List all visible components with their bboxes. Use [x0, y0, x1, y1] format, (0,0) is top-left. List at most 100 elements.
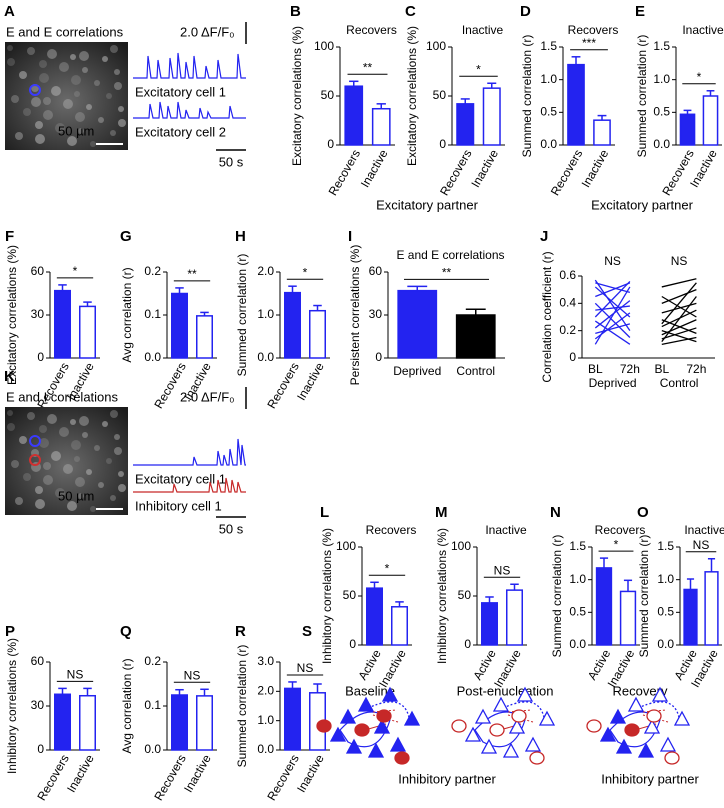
trace-label: Excitatory cell 1 — [135, 471, 226, 486]
excitatory-neuron — [627, 696, 645, 712]
x-tick-label: Recovers — [437, 147, 474, 198]
y-tick-label: 0.0 — [257, 350, 274, 364]
bar — [481, 602, 498, 646]
cell-body — [39, 60, 47, 68]
excitatory-neuron — [464, 726, 482, 742]
excitatory-neuron — [345, 738, 363, 754]
cell-body — [7, 410, 13, 416]
bar — [567, 63, 585, 146]
cell-body — [39, 438, 49, 448]
cell-body — [102, 56, 108, 62]
cell-body — [74, 456, 80, 462]
y-tick-label: 100 — [426, 39, 446, 53]
bar — [284, 687, 301, 751]
significance-label: * — [303, 265, 308, 279]
cell-body — [55, 488, 65, 498]
panel-letter: A — [4, 3, 15, 20]
cell-body — [94, 445, 100, 451]
significance-label: * — [385, 561, 390, 575]
bar — [79, 305, 96, 359]
cell-body — [98, 482, 104, 488]
paired-line — [661, 327, 697, 340]
group-label: Inhibitory partner — [601, 771, 699, 786]
cell-body — [43, 110, 53, 120]
roi — [29, 435, 41, 447]
paired-line — [661, 302, 697, 314]
bar — [366, 587, 383, 646]
bar — [679, 113, 696, 146]
x-tick-label: Control — [456, 364, 495, 378]
cell-body — [90, 141, 96, 147]
paired-line — [661, 278, 697, 288]
significance-label: * — [73, 264, 78, 278]
cell-body — [15, 132, 23, 140]
y-tick-label: 0 — [37, 350, 44, 364]
excitatory-neuron — [329, 726, 347, 742]
excitatory-neuron — [538, 710, 556, 726]
excitatory-neuron — [403, 710, 421, 726]
excitatory-neuron — [637, 742, 655, 758]
cell-body — [51, 86, 61, 96]
y-tick-label: 0.0 — [144, 350, 161, 364]
bar — [704, 571, 719, 646]
bar — [456, 103, 475, 146]
chart-title: Recovers — [346, 23, 397, 37]
paired-line — [594, 286, 631, 345]
cell-body — [51, 451, 61, 461]
y-axis-label: Excitatory correlations (%) — [5, 245, 19, 385]
group-label: Inhibitory partner — [398, 771, 496, 786]
cell-body — [43, 97, 51, 105]
y-tick-label: 100 — [336, 539, 356, 553]
panel-letter: Q — [120, 623, 132, 640]
y-tick-label: 3.0 — [257, 654, 274, 668]
bar — [593, 119, 611, 146]
significance-label: NS — [297, 661, 314, 675]
cell-body — [110, 130, 116, 136]
stage-label: Recovery — [613, 683, 668, 698]
excitatory-neuron — [474, 708, 492, 724]
bar — [702, 95, 719, 146]
significance-label: *** — [582, 36, 596, 50]
cell-body — [110, 45, 118, 53]
chart-title: Inactive — [462, 23, 504, 37]
group-label: Excitatory partner — [591, 197, 694, 212]
y-tick-label: 50 — [433, 88, 447, 102]
y-tick-label: 0.5 — [653, 105, 670, 119]
cell-body — [35, 499, 45, 509]
panel-letter: H — [235, 228, 246, 245]
significance-label: NS — [671, 254, 688, 268]
excitatory-neuron — [651, 686, 669, 702]
cell-body — [118, 484, 126, 492]
bar — [79, 694, 96, 751]
y-tick-label: 1.5 — [540, 39, 557, 53]
excitatory-neuron — [389, 736, 407, 752]
y-tick-label: 0 — [439, 137, 446, 151]
cell-body — [78, 493, 84, 499]
excitatory-neuron — [659, 736, 677, 752]
significance-label: ** — [442, 266, 452, 280]
cell-body — [35, 121, 43, 129]
stage — [451, 686, 556, 765]
y-tick-label: 0.1 — [144, 698, 161, 712]
y-tick-label: 0.0 — [540, 137, 557, 151]
cell-body — [106, 93, 112, 99]
inhibitory-neuron — [354, 723, 370, 737]
inhibitory-neuron — [624, 723, 640, 737]
panel-letter: C — [405, 3, 416, 20]
excitatory-neuron — [516, 686, 534, 702]
significance-label: NS — [184, 668, 201, 682]
excitatory-neuron — [508, 718, 526, 734]
excitatory-neuron — [673, 710, 691, 726]
excitatory-neuron — [480, 738, 498, 754]
cell-body — [79, 416, 89, 426]
y-tick-label: 0.0 — [144, 742, 161, 756]
significance-label: * — [697, 70, 702, 84]
group-label: Excitatory partner — [376, 197, 479, 212]
inhibitory-neuron — [394, 751, 410, 765]
y-axis-label: Avg correlation (r) — [120, 658, 134, 753]
x-tick-label: Recovers — [151, 752, 188, 803]
y-tick-label: 0 — [327, 137, 334, 151]
paired-line — [661, 295, 697, 318]
y-tick-label: 0.5 — [540, 105, 557, 119]
stage — [586, 686, 691, 765]
